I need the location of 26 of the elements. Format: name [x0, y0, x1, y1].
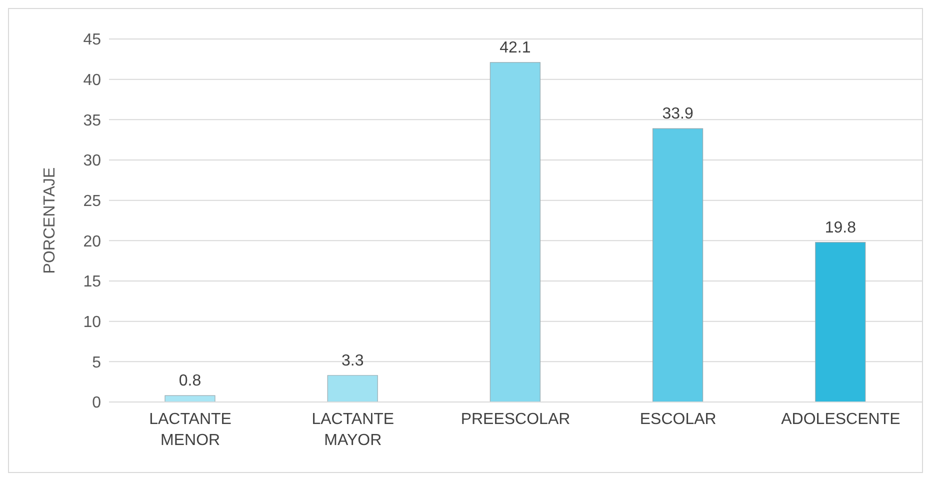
y-tick-label: 30: [83, 152, 102, 170]
bar: [815, 242, 866, 402]
y-tick-label: 15: [83, 274, 102, 291]
y-tick-label: 45: [83, 32, 102, 49]
y-tick-label: 10: [83, 314, 102, 332]
data-label: 19.8: [824, 219, 856, 236]
y-tick-label: 25: [83, 193, 102, 210]
data-label: 3.3: [341, 352, 364, 370]
x-tick-label: LACTANTE MAYOR: [312, 411, 394, 449]
data-label: 0.8: [178, 372, 202, 390]
x-tick-label: LACTANTE MENOR: [149, 411, 232, 449]
data-label: 42.1: [500, 39, 531, 56]
data-label: 33.9: [662, 106, 694, 123]
y-tick-label: 0: [92, 394, 102, 412]
bar: [490, 62, 540, 402]
y-tick-label: 35: [83, 112, 102, 130]
y-tick-label: 20: [83, 233, 102, 250]
x-tick-label: ADOLESCENTE: [781, 411, 900, 428]
bar: [327, 375, 378, 402]
bar: [652, 128, 704, 402]
x-tick-label: ESCOLAR: [640, 411, 716, 428]
x-tick-label: PREESCOLAR: [460, 411, 570, 428]
bar: [164, 395, 216, 402]
y-axis-title: PORCENTAJE: [42, 167, 59, 274]
y-tick-label: 40: [83, 72, 102, 90]
y-tick-label: 5: [92, 354, 102, 372]
